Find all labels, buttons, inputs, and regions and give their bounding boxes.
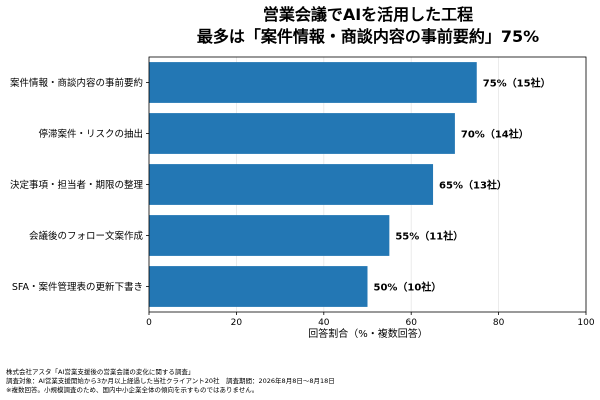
data-label-5: 50%（10社）	[374, 281, 442, 294]
category-label-3: 決定事項・担当者・期限の整理	[10, 179, 144, 191]
x-tick-label-100: 100	[577, 318, 594, 328]
bar-4	[149, 215, 390, 256]
footnote-source: 株式会社アスタ「AI営業支援後の営業会議の変化に関する調査」	[6, 368, 195, 376]
category-label-4: 会議後のフォロー文案作成	[29, 230, 144, 242]
x-tick-label-20: 20	[231, 318, 243, 328]
data-label-2: 70%（14社）	[461, 128, 529, 141]
bar-5	[149, 266, 368, 307]
x-axis-label: 回答割合（%・複数回答）	[308, 327, 428, 340]
category-label-2: 停滞案件・リスクの抽出	[38, 128, 143, 140]
data-label-4: 55%（11社）	[395, 230, 463, 243]
bars: 75%（15社） 案件情報・商談内容の事前要約 70%（14社） 停滞案件・リスクの抽…	[10, 62, 551, 307]
bar-2	[149, 113, 455, 154]
category-label-5: SFA・案件管理表の更新下書き	[12, 281, 143, 293]
plot-frame	[148, 56, 587, 313]
data-label-3: 65%（13社）	[439, 179, 507, 192]
chart-title-line2: 最多は「案件情報・商談内容の事前要約」75%	[197, 27, 539, 46]
x-tick-label-0: 0	[146, 318, 152, 328]
chart-title-line1: 営業会議でAIを活用した工程	[263, 5, 473, 24]
x-axis-ticks: 0 20 40 60 80 100	[146, 312, 595, 328]
data-label-1: 75%（15社）	[483, 77, 551, 90]
bar-3	[149, 164, 434, 205]
bar-1	[149, 62, 477, 103]
x-tick-label-80: 80	[493, 318, 505, 328]
footnote-survey: 調査対象：AI営業支援開始から3か月以上経過した当社クライアント20社 調査期間…	[6, 377, 335, 385]
category-label-1: 案件情報・商談内容の事前要約	[10, 77, 143, 89]
footnote-note: ※複数回答。小規模調査のため、国内中小企業全体の傾向を示すものではありません。	[6, 386, 259, 394]
x-tick-label-40: 40	[318, 318, 330, 328]
x-tick-label-60: 60	[405, 318, 417, 328]
